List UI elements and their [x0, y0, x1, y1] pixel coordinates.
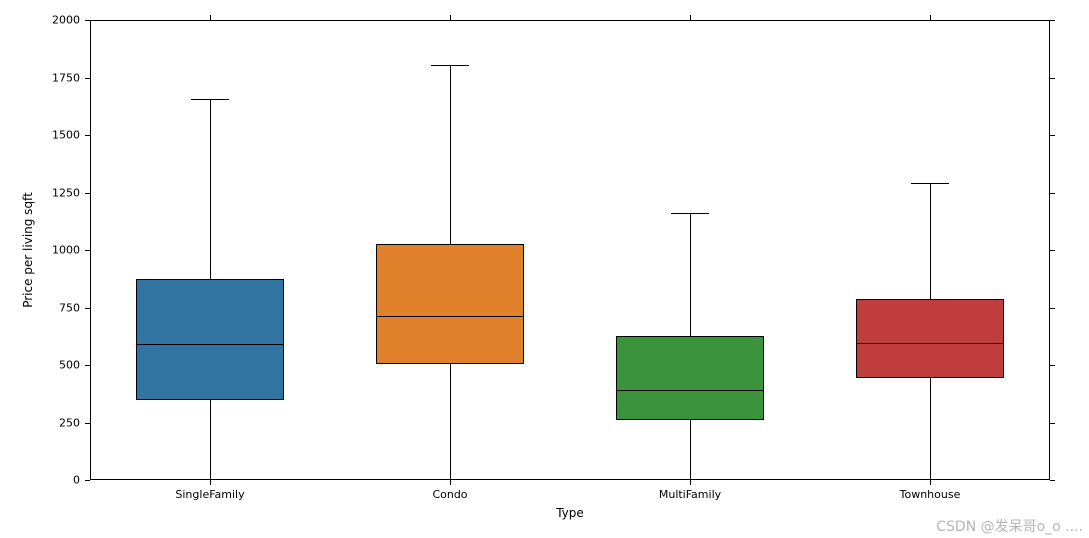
whisker-lower: [450, 364, 451, 479]
whisker-cap-upper: [431, 65, 468, 66]
watermark-text: CSDN @发呆哥o_o ....: [936, 516, 1083, 536]
ytick-mark: [85, 250, 90, 251]
xtick-label: SingleFamily: [175, 488, 244, 501]
xtick-label: Condo: [432, 488, 467, 501]
whisker-upper: [450, 65, 451, 244]
xtick-mark: [210, 480, 211, 485]
whisker-cap-lower: [191, 479, 228, 480]
ytick-mark: [85, 365, 90, 366]
ytick-mark-right: [1050, 308, 1055, 309]
xtick-mark: [690, 480, 691, 485]
ytick-label: 1500: [0, 129, 80, 142]
ytick-label: 1750: [0, 71, 80, 84]
whisker-cap-upper: [191, 99, 228, 100]
box-condo: [376, 244, 525, 364]
ytick-mark: [85, 135, 90, 136]
ytick-mark-right: [1050, 365, 1055, 366]
ytick-mark-right: [1050, 250, 1055, 251]
ytick-mark: [85, 20, 90, 21]
ytick-mark-right: [1050, 78, 1055, 79]
xtick-mark-top: [450, 15, 451, 20]
median-line: [616, 390, 765, 391]
ytick-mark: [85, 308, 90, 309]
ytick-label: 0: [0, 474, 80, 487]
ytick-label: 1250: [0, 186, 80, 199]
box-townhouse: [856, 299, 1005, 377]
xtick-mark: [930, 480, 931, 485]
whisker-lower: [210, 400, 211, 479]
ytick-mark: [85, 78, 90, 79]
ytick-mark-right: [1050, 135, 1055, 136]
ytick-label: 1000: [0, 244, 80, 257]
ytick-mark-right: [1050, 423, 1055, 424]
ytick-mark: [85, 193, 90, 194]
xtick-mark: [450, 480, 451, 485]
ytick-mark-right: [1050, 20, 1055, 21]
ytick-mark: [85, 423, 90, 424]
plot-area: [90, 20, 1050, 480]
median-line: [856, 343, 1005, 344]
xtick-label: MultiFamily: [659, 488, 721, 501]
ytick-label: 2000: [0, 14, 80, 27]
xtick-mark-top: [690, 15, 691, 20]
ytick-label: 750: [0, 301, 80, 314]
x-axis-label: Type: [556, 506, 584, 520]
whisker-upper: [930, 183, 931, 299]
whisker-lower: [690, 420, 691, 479]
whisker-upper: [210, 99, 211, 278]
xtick-mark-top: [210, 15, 211, 20]
xtick-mark-top: [930, 15, 931, 20]
whisker-cap-upper: [671, 213, 708, 214]
ytick-mark-right: [1050, 193, 1055, 194]
ytick-mark-right: [1050, 480, 1055, 481]
whisker-cap-lower: [671, 479, 708, 480]
ytick-label: 500: [0, 359, 80, 372]
median-line: [136, 344, 285, 345]
whisker-upper: [690, 213, 691, 336]
ytick-mark: [85, 480, 90, 481]
median-line: [376, 316, 525, 317]
whisker-cap-lower: [431, 479, 468, 480]
whisker-lower: [930, 378, 931, 479]
box-singlefamily: [136, 279, 285, 400]
whisker-cap-lower: [911, 479, 948, 480]
whisker-cap-upper: [911, 183, 948, 184]
xtick-label: Townhouse: [900, 488, 961, 501]
y-axis-label: Price per living sqft: [21, 192, 35, 308]
box-multifamily: [616, 336, 765, 420]
ytick-label: 250: [0, 416, 80, 429]
